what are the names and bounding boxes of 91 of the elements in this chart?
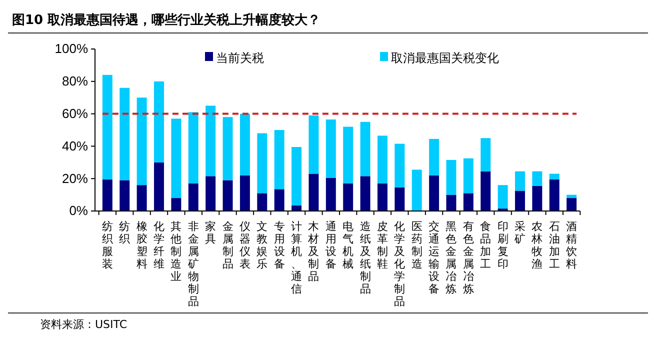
x-tick-label: 仪器仪表	[239, 220, 250, 270]
bar	[120, 180, 130, 211]
bar	[446, 194, 456, 211]
bar	[412, 170, 422, 211]
bar	[498, 185, 508, 209]
bar	[326, 119, 336, 178]
bar	[136, 98, 147, 186]
bar	[308, 174, 319, 211]
bar	[292, 147, 302, 206]
bar	[549, 174, 560, 180]
bar	[480, 138, 491, 172]
bar	[102, 179, 112, 211]
bar	[566, 198, 577, 211]
x-tick-label: 橡胶塑料	[136, 220, 148, 270]
x-tick-label: 造纸及纸制品	[360, 220, 371, 296]
legend-label: 取消最惠国关税变化	[391, 51, 499, 65]
bar	[257, 133, 268, 194]
bar	[154, 162, 164, 211]
x-tick-label: 通用设备	[325, 220, 336, 270]
x-tick-label: 计算机、通信	[291, 220, 302, 296]
chart-title: 图10 取消最惠国待遇，哪些行业关税上升幅度较大？	[12, 12, 321, 28]
bar	[308, 115, 319, 174]
bar	[515, 171, 525, 191]
x-tick-label: 电气机械	[342, 220, 354, 270]
bar	[549, 179, 560, 211]
bar	[257, 193, 268, 211]
bar	[222, 180, 233, 211]
x-tick-label: 农林牧渔	[530, 220, 543, 270]
bar	[171, 198, 182, 211]
bar	[326, 178, 336, 211]
x-tick-label: 纺织	[119, 220, 130, 246]
text: 资料来源：USITC	[40, 318, 128, 331]
bar	[429, 138, 440, 176]
bar	[206, 106, 216, 176]
bar	[274, 189, 284, 211]
y-tick-label: 40%	[62, 138, 88, 154]
y-tick-label: 0%	[69, 203, 88, 218]
x-tick-label: 采矿	[514, 220, 526, 246]
x-tick-label: 黑色金属冶炼	[446, 220, 457, 296]
y-tick-label: 100%	[54, 41, 88, 56]
bar	[463, 193, 474, 211]
bar	[222, 117, 233, 180]
x-tick-label: 石油加工	[548, 220, 560, 270]
bar	[429, 175, 440, 211]
x-tick-label: 食品加工	[480, 220, 492, 270]
x-tick-label: 金属制品	[222, 220, 234, 270]
x-tick-label: 纺织服装	[102, 220, 113, 270]
bar	[463, 158, 474, 194]
x-tick-label: 化学及化学制品	[394, 220, 406, 308]
bar	[154, 81, 164, 162]
bar	[343, 183, 354, 211]
bar	[446, 160, 456, 195]
y-tick-label: 60%	[62, 106, 88, 121]
bar	[136, 185, 147, 211]
bar	[274, 130, 284, 190]
bar	[394, 144, 405, 188]
bar	[566, 194, 577, 198]
bar	[188, 112, 198, 184]
bar	[515, 190, 525, 211]
x-tick-label: 木材及制品	[307, 220, 320, 283]
bar	[480, 171, 491, 211]
x-tick-label: 印刷复印	[497, 220, 508, 270]
bar	[360, 176, 370, 211]
bar	[377, 183, 388, 211]
x-tick-label: 交通运输设备	[428, 220, 440, 296]
bar	[171, 118, 182, 198]
x-tick-label: 文教娱乐	[256, 220, 268, 270]
bar	[120, 88, 130, 180]
x-tick-label: 非金属矿物制品	[186, 220, 199, 308]
bar	[240, 114, 250, 176]
x-tick-label: 医药制造	[411, 220, 422, 270]
legend-label: 当前关税	[216, 51, 264, 65]
y-tick-label: 80%	[62, 74, 88, 89]
x-tick-label: 家具	[205, 220, 216, 246]
bar	[206, 176, 216, 211]
x-tick-label: 其他制造业	[170, 220, 182, 283]
bar	[240, 175, 250, 211]
bar	[102, 74, 112, 180]
bar	[532, 186, 542, 211]
x-tick-label: 皮革制鞋	[376, 220, 388, 270]
x-tick-label: 酒精饮料	[565, 220, 578, 270]
x-tick-label: 有色金属冶炼	[462, 220, 474, 296]
bar	[394, 188, 405, 211]
bar	[188, 183, 198, 211]
x-tick-label: 化学纤维	[153, 220, 164, 270]
bar	[343, 126, 354, 184]
y-tick-label: 20%	[62, 170, 88, 186]
bar	[532, 171, 542, 186]
bar	[360, 122, 370, 176]
x-tick-label: 专用设备	[274, 220, 285, 270]
bar	[377, 136, 388, 184]
